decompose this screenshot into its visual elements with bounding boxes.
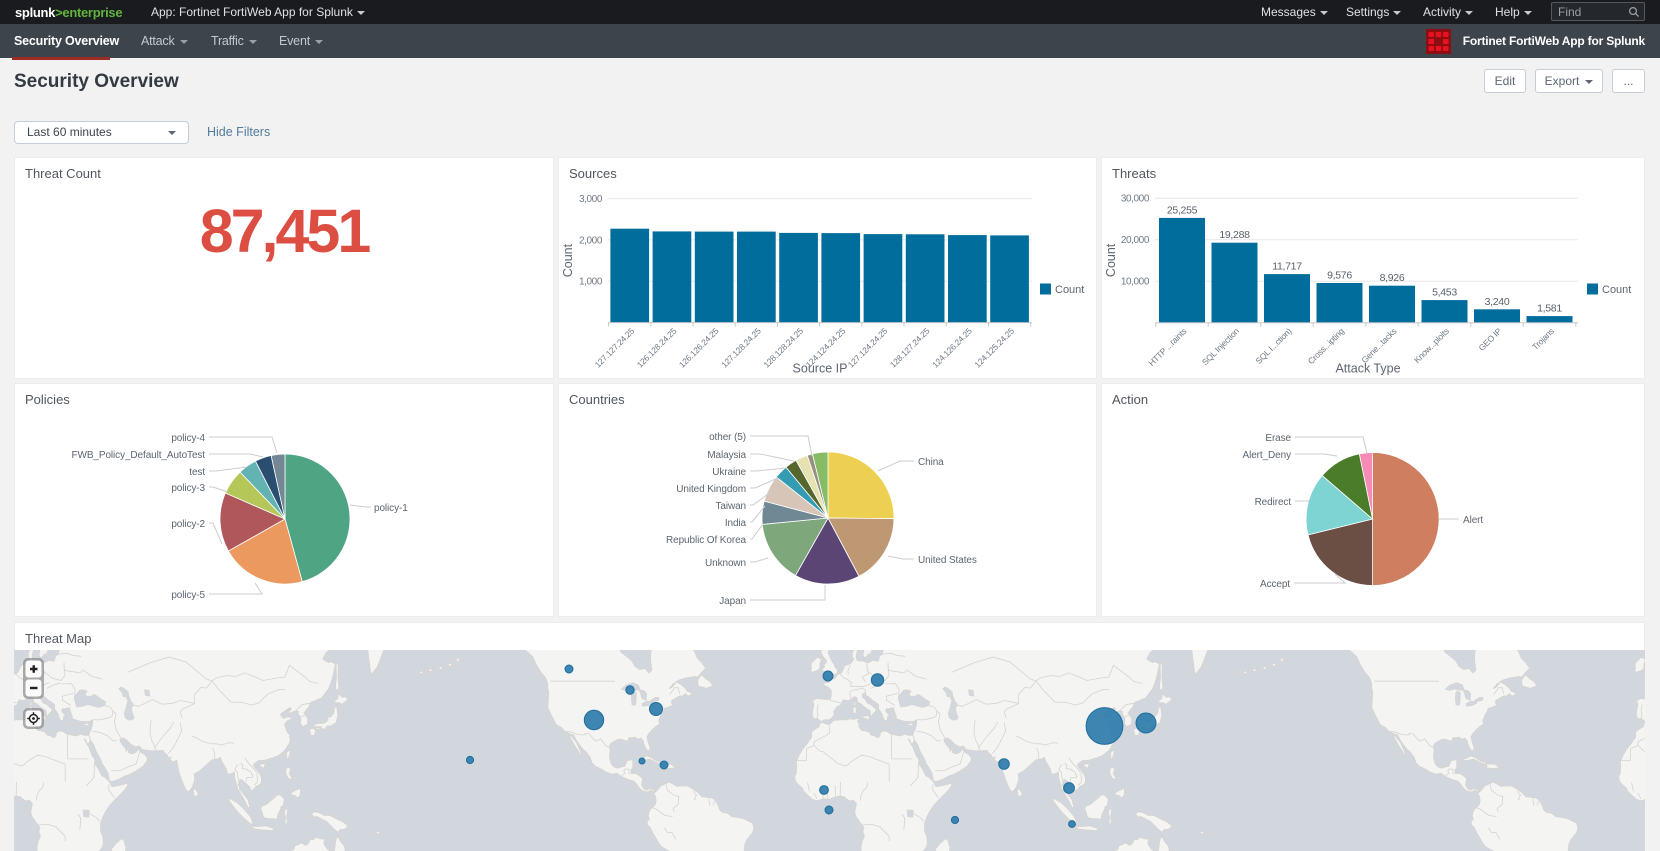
svg-text:Gene...tacks: Gene...tacks [1359, 326, 1398, 365]
svg-text:Ukraine: Ukraine [712, 467, 746, 478]
svg-text:policy-3: policy-3 [171, 483, 205, 494]
svg-text:Source IP: Source IP [793, 362, 848, 376]
svg-text:Attack Type: Attack Type [1335, 362, 1400, 376]
svg-text:10,000: 10,000 [1121, 277, 1150, 288]
svg-text:Count: Count [561, 243, 575, 277]
svg-text:HTTP ...raints: HTTP ...raints [1146, 326, 1188, 368]
svg-text:Accept: Accept [1260, 579, 1290, 590]
svg-text:Erase: Erase [1265, 433, 1291, 444]
svg-text:124.125.24.25: 124.125.24.25 [972, 326, 1016, 370]
svg-text:25,255: 25,255 [1167, 204, 1198, 216]
svg-text:Unknown: Unknown [705, 558, 746, 569]
svg-text:Count: Count [1055, 284, 1084, 296]
svg-text:China: China [918, 457, 944, 468]
svg-text:Cross...ipting: Cross...ipting [1306, 326, 1346, 366]
svg-text:Taiwan: Taiwan [715, 501, 746, 512]
svg-text:127.124.24.25: 127.124.24.25 [846, 326, 890, 370]
svg-text:test: test [189, 467, 205, 478]
svg-text:8,926: 8,926 [1380, 272, 1405, 284]
svg-text:20,000: 20,000 [1121, 235, 1150, 246]
svg-text:Alert_Deny: Alert_Deny [1243, 450, 1292, 461]
svg-text:SQL Injection: SQL Injection [1200, 326, 1241, 367]
svg-text:1,000: 1,000 [579, 277, 603, 288]
svg-text:127.128.24.25: 127.128.24.25 [719, 326, 763, 370]
svg-text:126.128.24.25: 126.128.24.25 [635, 326, 679, 370]
svg-text:Alert: Alert [1463, 515, 1483, 526]
svg-text:3,240: 3,240 [1485, 296, 1510, 308]
svg-text:United States: United States [918, 555, 977, 566]
svg-text:policy-4: policy-4 [171, 433, 205, 444]
svg-text:GEO IP: GEO IP [1476, 326, 1503, 353]
svg-text:SQL I...ction): SQL I...ction) [1253, 326, 1293, 366]
svg-text:FWB_Policy_Default_AutoTest: FWB_Policy_Default_AutoTest [72, 450, 206, 461]
svg-text:127.127.24.25: 127.127.24.25 [593, 326, 637, 370]
svg-text:Trojans: Trojans [1530, 326, 1556, 352]
svg-text:128.127.24.25: 128.127.24.25 [888, 326, 932, 370]
svg-text:126.126.24.25: 126.126.24.25 [677, 326, 721, 370]
svg-text:30,000: 30,000 [1121, 194, 1150, 205]
svg-text:other (5): other (5) [709, 432, 746, 443]
svg-text:United Kingdom: United Kingdom [676, 484, 746, 495]
svg-text:9,576: 9,576 [1327, 270, 1352, 282]
svg-text:124.126.24.25: 124.126.24.25 [930, 326, 974, 370]
svg-text:11,717: 11,717 [1272, 261, 1302, 273]
svg-text:Count: Count [1104, 243, 1118, 277]
svg-text:Republic Of Korea: Republic Of Korea [666, 535, 747, 546]
svg-text:Japan: Japan [719, 596, 746, 607]
svg-text:Redirect: Redirect [1255, 497, 1292, 508]
svg-text:India: India [725, 518, 747, 529]
svg-text:1,581: 1,581 [1537, 303, 1562, 315]
svg-text:3,000: 3,000 [579, 194, 603, 205]
svg-text:5,453: 5,453 [1432, 287, 1457, 299]
svg-text:policy-1: policy-1 [374, 503, 408, 514]
svg-text:Malaysia: Malaysia [707, 450, 746, 461]
svg-text:2,000: 2,000 [579, 235, 603, 246]
svg-text:19,288: 19,288 [1219, 229, 1250, 241]
svg-text:Know...ploits: Know...ploits [1412, 326, 1451, 365]
svg-text:policy-2: policy-2 [171, 519, 205, 530]
svg-text:policy-5: policy-5 [171, 590, 205, 601]
svg-text:Count: Count [1602, 284, 1631, 296]
